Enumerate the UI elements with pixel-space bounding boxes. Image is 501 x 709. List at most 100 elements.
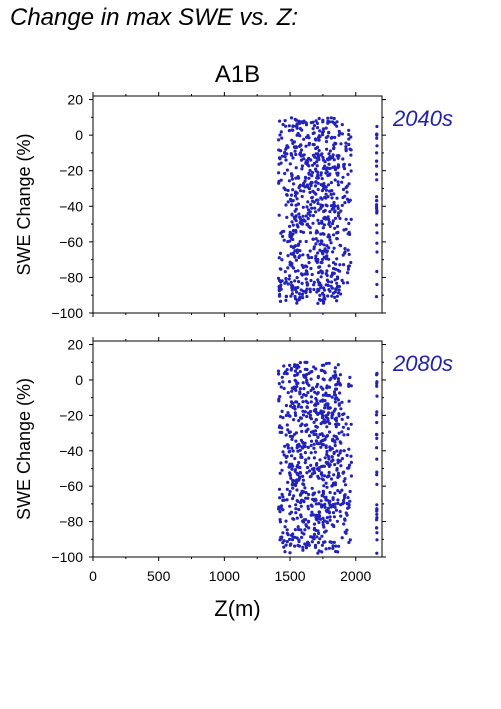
data-point — [330, 280, 334, 284]
data-point — [338, 269, 342, 273]
data-point — [285, 531, 289, 535]
data-point — [314, 403, 318, 407]
data-point — [335, 294, 339, 298]
data-point — [325, 449, 329, 454]
data-point — [285, 540, 289, 544]
data-point — [340, 400, 344, 404]
data-point — [311, 387, 315, 391]
data-point — [307, 261, 311, 265]
data-point — [300, 395, 304, 399]
data-point — [286, 411, 290, 415]
data-point — [347, 540, 351, 545]
data-point — [342, 433, 346, 437]
data-point — [333, 505, 337, 509]
data-point — [298, 392, 302, 396]
data-point — [336, 474, 340, 478]
data-point — [333, 168, 337, 172]
data-point — [326, 280, 330, 284]
data-point — [309, 400, 313, 404]
data-point — [309, 439, 314, 443]
data-point — [309, 535, 313, 539]
data-point — [375, 473, 379, 477]
data-point — [309, 451, 313, 455]
data-point — [297, 402, 301, 406]
data-point — [326, 506, 330, 510]
data-point — [277, 213, 281, 217]
data-point — [283, 281, 287, 285]
data-point — [317, 134, 321, 138]
data-point — [304, 291, 308, 295]
data-point — [343, 477, 347, 481]
data-point — [375, 206, 379, 211]
data-point — [298, 465, 302, 470]
data-point — [375, 526, 379, 530]
data-point — [340, 488, 344, 492]
data-point — [286, 480, 290, 484]
data-point — [375, 512, 379, 517]
data-point — [328, 445, 332, 449]
data-point — [298, 361, 302, 365]
data-point — [349, 474, 353, 478]
data-point — [299, 148, 304, 152]
data-point — [289, 252, 293, 256]
data-point — [326, 119, 330, 123]
data-point — [284, 298, 288, 302]
data-point — [346, 415, 350, 419]
data-point — [336, 173, 340, 177]
data-point — [289, 404, 293, 408]
data-point — [311, 513, 316, 517]
data-point — [280, 409, 284, 413]
data-point — [337, 284, 341, 289]
data-point — [334, 267, 338, 271]
data-point — [303, 179, 307, 183]
data-point — [284, 277, 288, 281]
data-point — [286, 282, 290, 286]
data-point — [299, 229, 303, 234]
data-point — [289, 244, 293, 248]
data-point — [327, 510, 331, 514]
data-point — [298, 471, 303, 475]
data-point — [315, 198, 319, 202]
data-point — [278, 395, 282, 399]
data-point — [301, 409, 305, 413]
data-point — [311, 535, 316, 539]
data-point — [292, 494, 296, 498]
data-point — [282, 229, 286, 233]
data-point — [289, 476, 293, 480]
data-point — [314, 180, 318, 184]
data-point — [319, 298, 323, 302]
data-point — [306, 445, 310, 449]
data-point — [338, 373, 342, 377]
data-point — [334, 508, 338, 512]
data-point — [293, 244, 297, 248]
data-point — [344, 531, 348, 535]
data-point — [293, 544, 297, 548]
data-point — [304, 214, 308, 218]
data-point — [333, 210, 337, 214]
data-point — [319, 439, 323, 443]
data-point — [326, 419, 330, 423]
panel-2: −100 −80 −60 −40 −20 0 20 0 500 1000 1500 2000 SWE C… — [14, 337, 453, 621]
data-point — [345, 281, 350, 285]
data-point — [305, 381, 309, 385]
data-point — [346, 433, 350, 437]
data-point — [307, 164, 311, 168]
data-point — [293, 407, 297, 411]
data-point — [288, 274, 292, 278]
data-point — [311, 142, 315, 147]
data-point — [280, 430, 284, 434]
data-point — [284, 403, 288, 408]
data-point — [338, 440, 342, 444]
data-point — [310, 174, 314, 178]
data-point — [325, 204, 329, 208]
data-point — [336, 230, 340, 234]
data-point — [277, 171, 281, 175]
data-point — [328, 235, 332, 239]
data-point — [336, 489, 340, 493]
data-point — [290, 177, 294, 181]
data-point — [322, 363, 326, 367]
data-point — [331, 439, 335, 443]
y-tick-label: 0 — [75, 127, 83, 143]
data-point — [334, 387, 339, 391]
data-point — [320, 189, 324, 193]
